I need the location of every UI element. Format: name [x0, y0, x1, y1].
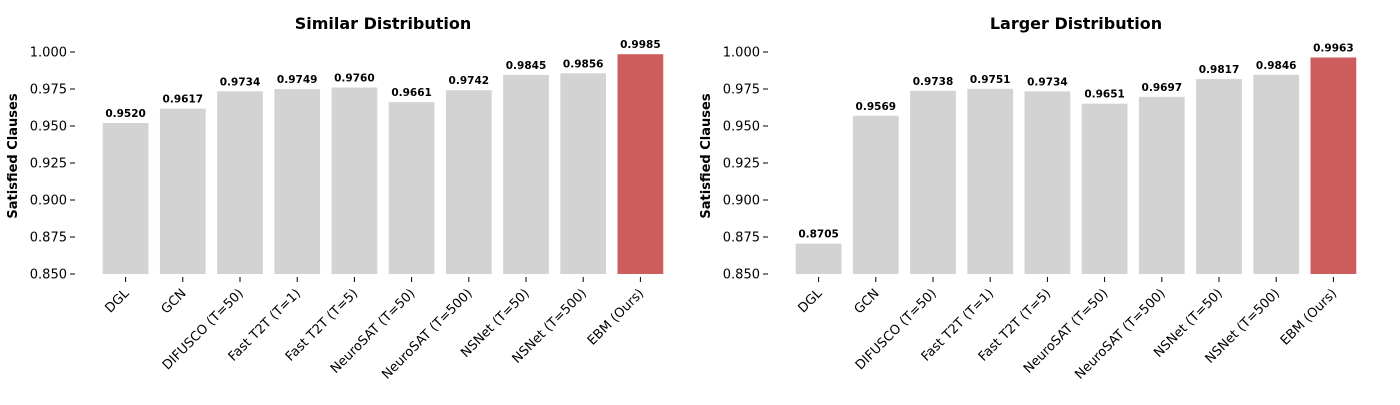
- y-tick-label: 1.000: [30, 46, 67, 61]
- bar: [1253, 74, 1300, 275]
- y-tick-label: 0.850: [30, 268, 67, 283]
- bar: [1081, 103, 1128, 274]
- x-tick-label: GCN: [159, 286, 190, 317]
- bar-value-label: 0.9760: [334, 73, 375, 85]
- bar-value-label: 0.9617: [163, 94, 204, 106]
- bar: [331, 87, 378, 275]
- bar: [388, 102, 435, 274]
- y-tick-label: 0.950: [723, 120, 760, 135]
- y-tick-label: 0.850: [723, 268, 760, 283]
- y-tick-label: 0.925: [30, 157, 67, 172]
- bar: [159, 108, 206, 275]
- bar: [1024, 91, 1071, 274]
- bar-value-label: 0.9697: [1142, 82, 1183, 94]
- bar-value-label: 0.9738: [913, 76, 954, 88]
- bar-value-label: 0.9569: [856, 101, 897, 113]
- bar-value-label: 0.9963: [1313, 42, 1354, 54]
- bar-value-label: 0.9845: [506, 60, 547, 72]
- bar: [1310, 57, 1357, 275]
- chart-panel-similar: Similar Distribution Satisfied Clauses 0…: [6, 14, 664, 383]
- bar: [560, 73, 607, 274]
- x-tick-label: EBM (Ours): [1278, 286, 1340, 348]
- y-axis-label: Satisfied Clauses: [6, 93, 21, 218]
- bar-value-label: 0.9734: [1027, 76, 1068, 88]
- y-tick-label: 0.975: [30, 83, 67, 98]
- x-tick-label: EBM (Ours): [585, 286, 647, 348]
- y-tick-label: 0.925: [723, 157, 760, 172]
- bar-value-label: 0.8705: [798, 229, 839, 241]
- y-tick-label: 0.900: [30, 194, 67, 209]
- bar-value-label: 0.9742: [449, 75, 490, 87]
- bar-value-label: 0.9734: [220, 76, 261, 88]
- bar: [967, 88, 1014, 275]
- y-tick-label: 0.975: [723, 83, 760, 98]
- bar-value-label: 0.9661: [391, 87, 432, 99]
- x-tick-label: GCN: [852, 286, 883, 317]
- chart-title: Similar Distribution: [295, 14, 472, 33]
- bar: [910, 90, 956, 274]
- bar-value-label: 0.9651: [1084, 89, 1125, 101]
- y-tick-label: 0.900: [723, 194, 760, 209]
- y-axis-label: Satisfied Clauses: [699, 93, 714, 218]
- bar: [1196, 79, 1242, 274]
- bar: [617, 54, 664, 274]
- bar: [445, 90, 492, 275]
- bar-value-label: 0.9817: [1199, 64, 1240, 76]
- bar-value-label: 0.9985: [620, 39, 661, 51]
- bar: [102, 123, 149, 274]
- y-tick-label: 0.950: [30, 120, 67, 135]
- x-tick-label: DGL: [795, 286, 825, 316]
- bar-value-label: 0.9749: [277, 74, 318, 86]
- bar-value-label: 0.9751: [970, 74, 1011, 86]
- y-tick-label: 0.875: [30, 231, 67, 246]
- bar: [217, 91, 263, 274]
- bar: [852, 115, 899, 275]
- x-tick-label: DGL: [102, 286, 132, 316]
- y-tick-label: 0.875: [723, 231, 760, 246]
- chart-title: Larger Distribution: [990, 14, 1162, 33]
- bar: [274, 89, 321, 274]
- bar-value-label: 0.9520: [105, 108, 146, 120]
- y-tick-label: 1.000: [723, 46, 760, 61]
- chart-panel-larger: Larger Distribution Satisfied Clauses 0.…: [699, 14, 1357, 383]
- bar: [795, 243, 842, 274]
- bar-value-label: 0.9856: [563, 58, 604, 70]
- bar: [503, 74, 549, 274]
- bar: [1138, 96, 1185, 275]
- bar-value-label: 0.9846: [1256, 60, 1297, 72]
